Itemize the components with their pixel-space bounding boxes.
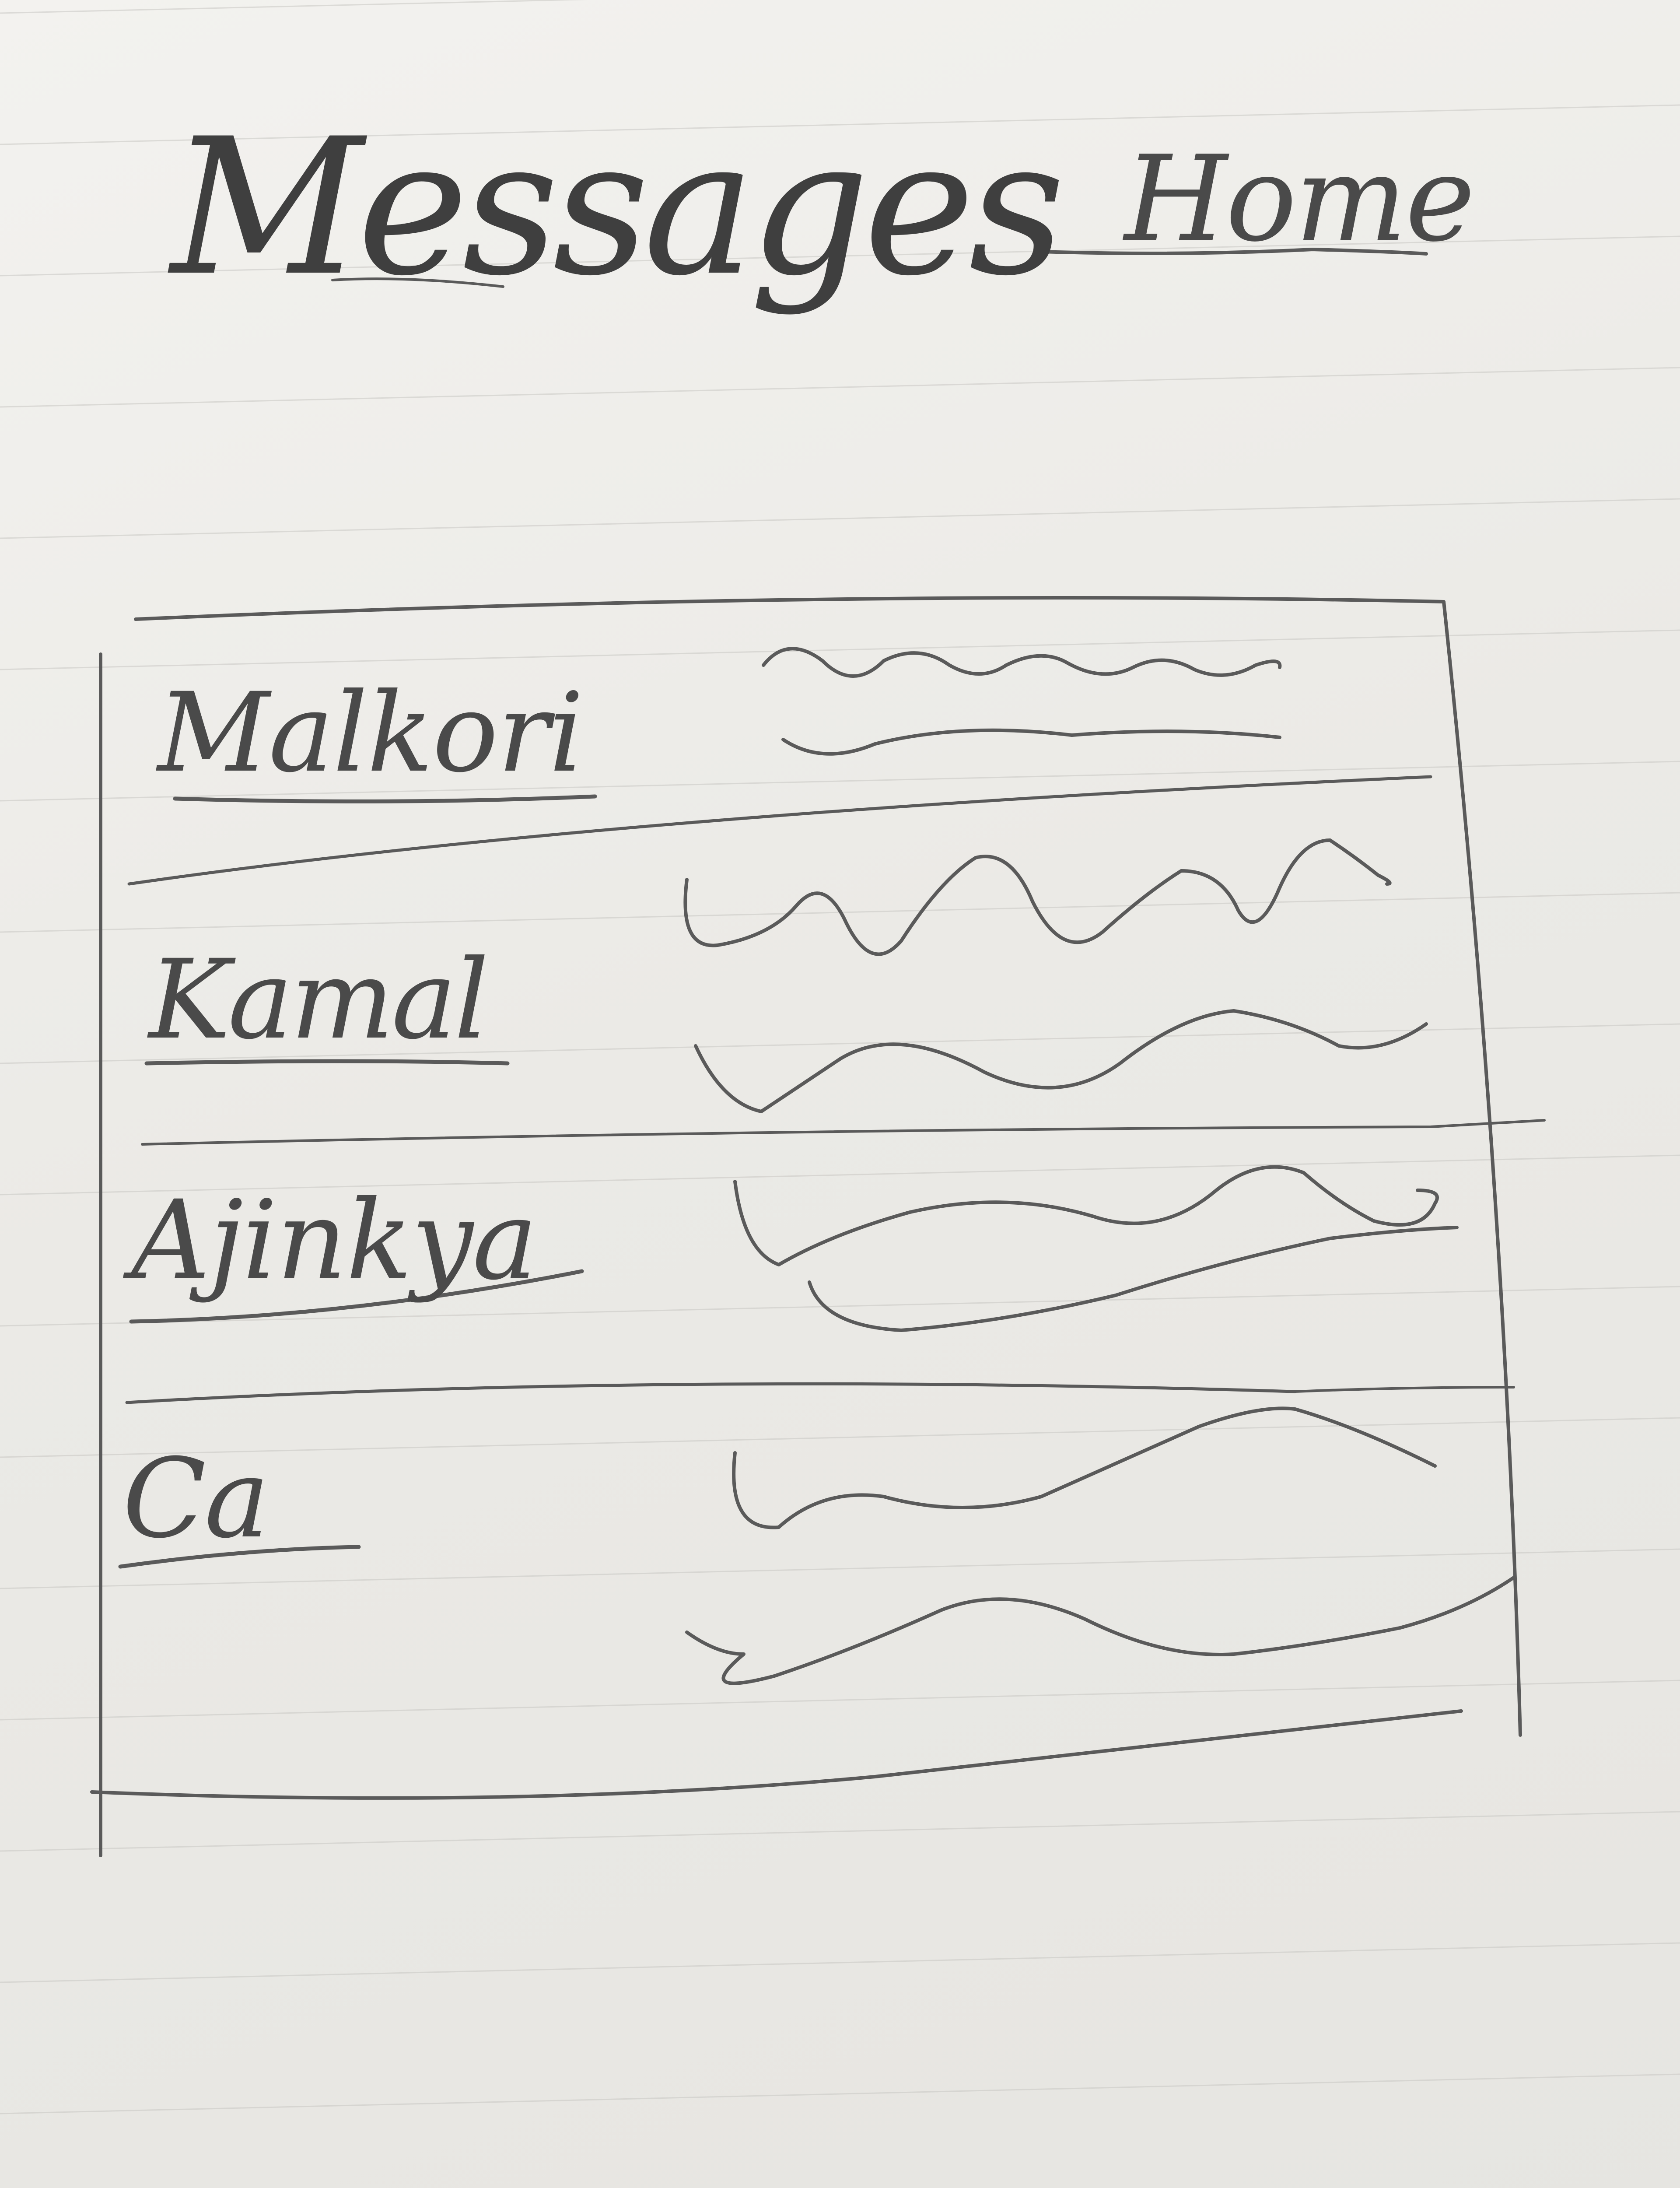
conversation-row[interactable]: Ca <box>105 1400 1444 1707</box>
home-link[interactable]: Home <box>1124 130 1475 268</box>
ruled-line <box>0 367 1680 408</box>
ruled-line <box>0 1548 1680 1589</box>
message-list-border <box>90 596 1522 1857</box>
name-underline-4 <box>118 1545 361 1569</box>
ruled-line <box>0 498 1680 539</box>
conversation-row[interactable]: Kamal <box>105 875 1444 1120</box>
name-underline-3 <box>129 1269 584 1324</box>
ruled-line <box>0 1942 1680 1983</box>
ruled-line <box>0 1154 1680 1196</box>
ruled-line <box>0 0 588 14</box>
message-preview-1 <box>762 647 1282 756</box>
ruled-line <box>0 1286 1680 1327</box>
contact-name: Kamal <box>149 936 489 1063</box>
message-preview-3 <box>733 1165 1459 1332</box>
ruled-line <box>0 104 1680 145</box>
page-title: Messages <box>171 98 1065 317</box>
ruled-line <box>0 1680 1680 1721</box>
name-underline-2 <box>144 1059 510 1066</box>
contact-name: Ca <box>122 1435 270 1562</box>
ruled-line <box>0 1417 1680 1458</box>
conversation-row[interactable]: Malkori <box>105 617 1444 801</box>
ruled-line <box>0 761 1680 802</box>
contact-name: Malkori <box>158 669 584 796</box>
ruled-line <box>0 1023 1680 1064</box>
home-link-underline <box>1040 248 1428 256</box>
message-preview-2 <box>683 838 1428 1113</box>
conversation-row[interactable]: Ajinkya <box>105 1138 1444 1383</box>
name-underline-1 <box>173 794 597 803</box>
ruled-line <box>0 2073 1680 2114</box>
ruled-line <box>0 1811 1680 1852</box>
title-underline <box>331 277 504 288</box>
message-preview-4 <box>685 1406 1516 1685</box>
row-dividers <box>125 775 1546 1404</box>
ruled-line <box>0 629 1680 670</box>
ruled-line <box>0 235 1680 277</box>
contact-name: Ajinkya <box>131 1177 538 1304</box>
